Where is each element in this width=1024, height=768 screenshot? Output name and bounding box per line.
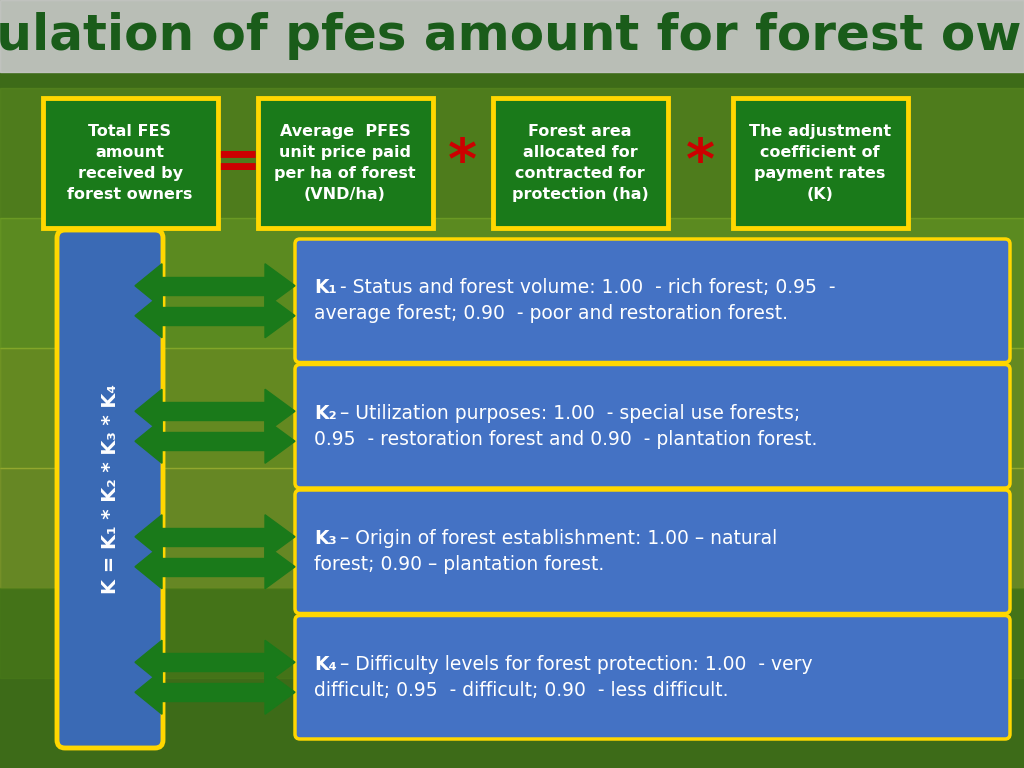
Polygon shape <box>135 293 162 338</box>
FancyBboxPatch shape <box>57 230 163 748</box>
Text: The adjustment
coefficient of
payment rates
(K): The adjustment coefficient of payment ra… <box>749 124 891 202</box>
Polygon shape <box>135 389 162 433</box>
FancyBboxPatch shape <box>257 98 432 228</box>
Bar <box>157 432 265 450</box>
Bar <box>0 218 1024 348</box>
Text: K₄: K₄ <box>314 655 337 674</box>
Text: *: * <box>447 136 477 190</box>
Text: Average  PFES
unit price paid
per ha of forest
(VND/ha): Average PFES unit price paid per ha of f… <box>274 124 416 202</box>
Text: Total FES
amount
received by
forest owners: Total FES amount received by forest owne… <box>68 124 193 202</box>
FancyBboxPatch shape <box>732 98 907 228</box>
Polygon shape <box>135 419 162 463</box>
Text: 0.95  - restoration forest and 0.90  - plantation forest.: 0.95 - restoration forest and 0.90 - pla… <box>314 430 817 449</box>
Text: Calculation of pfes amount for forest owners: Calculation of pfes amount for forest ow… <box>0 12 1024 60</box>
Bar <box>157 276 265 295</box>
Bar <box>157 684 265 701</box>
Bar <box>0 588 1024 678</box>
Bar <box>0 0 1024 72</box>
Bar <box>157 558 265 576</box>
Polygon shape <box>265 419 295 463</box>
Text: - Status and forest volume: 1.00  - rich forest; 0.95  -: - Status and forest volume: 1.00 - rich … <box>334 278 836 297</box>
Polygon shape <box>135 263 162 308</box>
Text: =: = <box>214 136 261 190</box>
Bar <box>157 276 265 295</box>
Polygon shape <box>135 641 162 684</box>
Text: K₂: K₂ <box>314 404 337 422</box>
Polygon shape <box>265 389 295 433</box>
FancyBboxPatch shape <box>43 98 217 228</box>
Text: K₃: K₃ <box>314 529 337 548</box>
Text: difficult; 0.95  - difficult; 0.90  - less difficult.: difficult; 0.95 - difficult; 0.90 - less… <box>314 680 728 700</box>
Polygon shape <box>135 670 162 714</box>
FancyBboxPatch shape <box>295 239 1010 362</box>
Bar <box>157 528 265 546</box>
Bar <box>157 528 265 546</box>
FancyBboxPatch shape <box>295 365 1010 488</box>
Bar <box>157 306 265 325</box>
Polygon shape <box>265 670 295 714</box>
Text: – Difficulty levels for forest protection: 1.00  - very: – Difficulty levels for forest protectio… <box>334 655 813 674</box>
Polygon shape <box>135 545 162 589</box>
Polygon shape <box>265 545 295 589</box>
Polygon shape <box>135 515 162 559</box>
Text: – Utilization purposes: 1.00  - special use forests;: – Utilization purposes: 1.00 - special u… <box>334 404 800 422</box>
Text: average forest; 0.90  - poor and restoration forest.: average forest; 0.90 - poor and restorat… <box>314 304 788 323</box>
Polygon shape <box>265 515 295 559</box>
Text: K = K₁ * K₂ * K₃ * K₄: K = K₁ * K₂ * K₃ * K₄ <box>100 384 120 594</box>
Text: Forest area
allocated for
contracted for
protection (ha): Forest area allocated for contracted for… <box>512 124 648 202</box>
Polygon shape <box>265 641 295 684</box>
Bar <box>157 306 265 325</box>
Text: forest; 0.90 – plantation forest.: forest; 0.90 – plantation forest. <box>314 555 604 574</box>
Bar <box>157 402 265 420</box>
Bar <box>0 88 1024 218</box>
Bar <box>0 468 1024 588</box>
Bar <box>157 558 265 576</box>
Bar <box>157 684 265 701</box>
Bar <box>157 654 265 671</box>
FancyBboxPatch shape <box>493 98 668 228</box>
Polygon shape <box>265 293 295 338</box>
Text: – Origin of forest establishment: 1.00 – natural: – Origin of forest establishment: 1.00 –… <box>334 529 777 548</box>
Text: K₁: K₁ <box>314 278 337 297</box>
Bar <box>157 654 265 671</box>
FancyBboxPatch shape <box>295 490 1010 614</box>
FancyBboxPatch shape <box>295 615 1010 739</box>
Bar <box>157 432 265 450</box>
Text: *: * <box>685 136 715 190</box>
Bar <box>157 402 265 420</box>
Polygon shape <box>265 263 295 308</box>
Bar <box>0 348 1024 468</box>
